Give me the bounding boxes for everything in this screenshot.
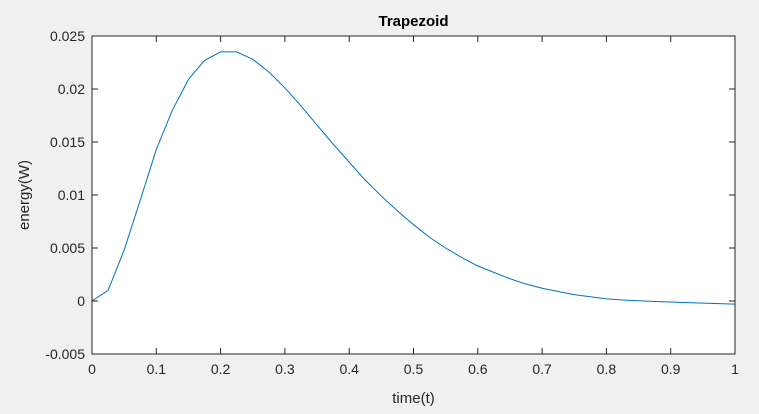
x-tick-label: 1: [731, 361, 739, 377]
x-tick-label: 0.2: [211, 361, 231, 377]
y-tick-label: 0.005: [50, 240, 85, 256]
x-tick-label: 0.9: [661, 361, 681, 377]
x-tick-label: 0.8: [597, 361, 617, 377]
x-tick-label: 0.6: [468, 361, 488, 377]
series-group: [91, 51, 736, 305]
y-tick-label: 0.025: [50, 28, 85, 44]
y-tick-label: 0.01: [58, 187, 85, 203]
x-tick-label: 0.5: [404, 361, 424, 377]
y-tick-label: 0: [77, 293, 85, 309]
y-tick-label: 0.015: [50, 134, 85, 150]
series-line: [91, 51, 736, 305]
x-tick-label: 0: [88, 361, 96, 377]
x-tick-label: 0.1: [147, 361, 167, 377]
ticks-group: 0 0.1 0.2 0.3 0.4 0.5 0.6 0.7 0.8 0.9 1-0.00500.00…: [45, 28, 739, 377]
x-tick-label: 0.7: [532, 361, 552, 377]
x-tick-label: 0.4: [339, 361, 359, 377]
y-tick-label: -0.005: [45, 346, 85, 362]
chart-title: Trapezoid: [378, 13, 448, 30]
y-tick-label: 0.02: [58, 81, 85, 97]
plot-area: [92, 36, 735, 354]
y-axis-label: energy(W): [16, 160, 33, 230]
x-tick-label: 0.3: [275, 361, 295, 377]
x-axis-label: time(t): [392, 390, 435, 407]
